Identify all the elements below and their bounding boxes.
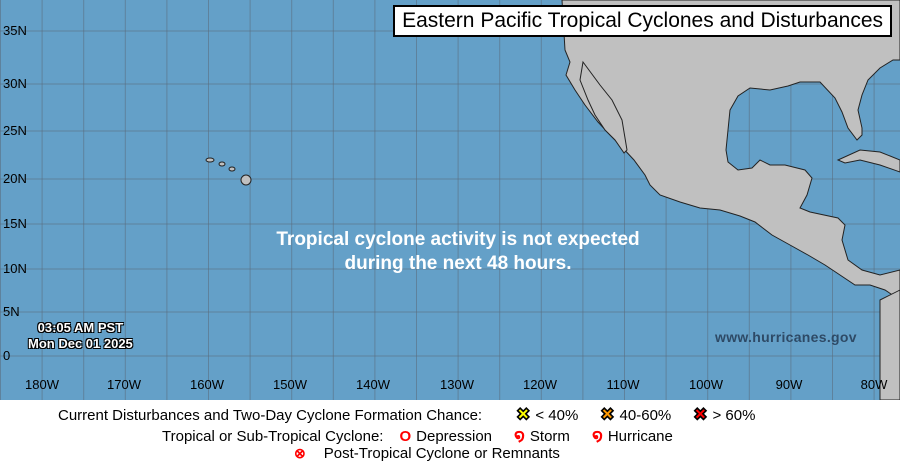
- high-chance-label: > 60%: [712, 406, 756, 424]
- post-tropical-icon: ⊗: [294, 445, 306, 461]
- depression-label: Depression: [416, 427, 493, 445]
- longitude-label: 140W: [356, 377, 390, 392]
- latitude-label: 5N: [3, 304, 20, 319]
- timestamp: 03:05 AM PST Mon Dec 01 2025: [28, 320, 133, 352]
- cyclone-label: Tropical or Sub-Tropical Cyclone:: [162, 427, 384, 445]
- longitude-label: 180W: [25, 377, 59, 392]
- hurricane-icon: ໑: [591, 426, 603, 445]
- latitude-label: 15N: [3, 216, 27, 231]
- storm-icon: ໑: [514, 426, 525, 445]
- hurricane-label: Hurricane: [607, 427, 673, 445]
- longitude-label: 120W: [523, 377, 557, 392]
- map-title: Eastern Pacific Tropical Cyclones and Di…: [393, 5, 892, 37]
- timestamp-date: Mon Dec 01 2025: [28, 336, 133, 351]
- storm-label: Storm: [529, 427, 570, 445]
- north-america: [561, 0, 900, 301]
- legend-post-tropical-row: ⊗ Post-Tropical Cyclone or Remnants: [294, 445, 560, 462]
- high-chance-x-icon: ✖: [693, 405, 708, 425]
- legend-cyclone-row: Tropical or Sub-Tropical Cyclone: O Depr…: [162, 426, 673, 446]
- depression-icon: O: [399, 427, 412, 445]
- medium-chance-label: 40-60%: [619, 406, 672, 424]
- latitude-label: 20N: [3, 171, 27, 186]
- legend: Current Disturbances and Two-Day Cyclone…: [0, 400, 900, 469]
- baja-california: [579, 60, 628, 154]
- low-chance-x-icon: ✖: [516, 405, 531, 425]
- legend-disturbances-row: Current Disturbances and Two-Day Cyclone…: [58, 405, 755, 425]
- timestamp-time: 03:05 AM PST: [37, 320, 124, 335]
- hawaii-islands: [205, 157, 252, 186]
- website-link[interactable]: www.hurricanes.gov: [715, 329, 857, 345]
- south-america: [879, 289, 900, 400]
- post-tropical-label: Post-Tropical Cyclone or Remnants: [323, 445, 560, 462]
- longitude-label: 110W: [606, 377, 640, 392]
- cuba: [836, 149, 900, 173]
- longitude-label: 80W: [860, 377, 888, 392]
- longitude-label: 150W: [273, 377, 307, 392]
- disturbances-label: Current Disturbances and Two-Day Cyclone…: [58, 406, 483, 424]
- medium-chance-x-icon: ✖: [600, 405, 615, 425]
- message-line-2: during the next 48 hours.: [344, 253, 572, 274]
- latitude-label: 30N: [3, 76, 27, 91]
- longitude-label: 160W: [190, 377, 224, 392]
- low-chance-label: < 40%: [535, 406, 579, 424]
- latitude-label: 10N: [3, 261, 27, 276]
- activity-message: Tropical cyclone activity is not expecte…: [276, 228, 639, 276]
- longitude-label: 170W: [107, 377, 141, 392]
- longitude-label: 90W: [775, 377, 803, 392]
- latitude-label: 35N: [3, 23, 27, 38]
- latitude-label: 25N: [3, 123, 27, 138]
- latitude-label: 0: [3, 348, 11, 363]
- longitude-label: 100W: [689, 377, 723, 392]
- longitude-label: 130W: [440, 377, 474, 392]
- message-line-1: Tropical cyclone activity is not expecte…: [276, 229, 640, 250]
- map: Eastern Pacific Tropical Cyclones and Di…: [0, 0, 900, 400]
- land: [205, 0, 900, 400]
